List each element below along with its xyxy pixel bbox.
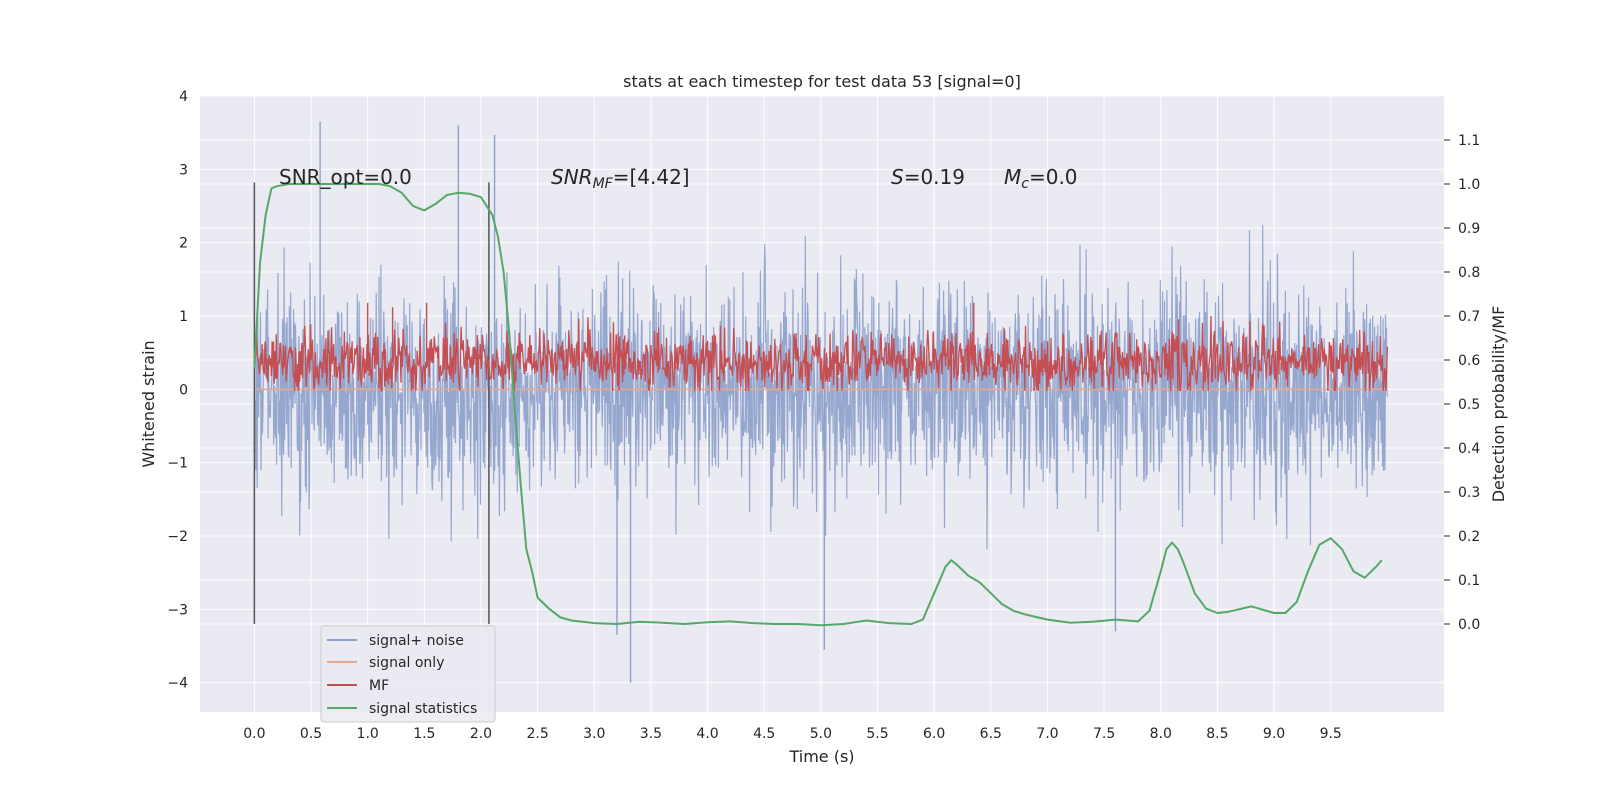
legend-box — [320, 625, 496, 723]
x-tick-label-15: 7.5 — [1093, 726, 1115, 742]
y-tick-label-1: 3 — [179, 162, 188, 178]
y-tick-labels: 4 3 2 1 0 −1 −2 −3 −4 — [167, 89, 188, 692]
annotation-s-value: =0.19 — [904, 165, 965, 189]
annotation-s-base: S — [891, 165, 904, 189]
y-tick-label-6: −2 — [167, 529, 188, 545]
legend: signal+ noise signal only MF signal stat… — [320, 625, 496, 723]
x-tick-label-12: 6.0 — [923, 726, 945, 742]
y2-tick-label-1: 1.0 — [1458, 177, 1480, 193]
chart-title: stats at each timestep for test data 53 … — [623, 72, 1021, 91]
y-tick-label-7: −3 — [167, 602, 188, 618]
annotation-snr-mf-base: SNR — [551, 165, 593, 189]
y-tick-label-8: −4 — [167, 676, 188, 692]
x-tick-label-13: 6.5 — [980, 726, 1002, 742]
x-tick-label-6: 3.0 — [583, 726, 605, 742]
y2-tick-label-7: 0.4 — [1458, 441, 1480, 457]
y2-tick-label-3: 0.8 — [1458, 265, 1480, 281]
x-tick-label-5: 2.5 — [526, 726, 548, 742]
x-tick-label-7: 3.5 — [640, 726, 662, 742]
x-tick-label-9: 4.5 — [753, 726, 775, 742]
legend-label-signal-only: signal only — [369, 655, 444, 671]
signal-noise-line — [253, 224, 1388, 550]
x-tick-label-8: 4.0 — [696, 726, 718, 742]
x-tick-label-0: 0.0 — [243, 726, 265, 742]
annotation-snr-mf-value: =[4.42] — [613, 165, 690, 189]
vertical-markers — [253, 182, 490, 624]
x-tick-label-14: 7.0 — [1036, 726, 1058, 742]
y2-tick-label-2: 0.9 — [1458, 221, 1480, 237]
x-axis-label: Time (s) — [788, 747, 854, 766]
x-tick-label-17: 8.5 — [1206, 726, 1228, 742]
annotation-mc-sub: c — [1021, 176, 1029, 192]
legend-label-noise: signal+ noise — [369, 633, 464, 649]
legend-label-stats: signal statistics — [369, 701, 477, 717]
signal-statistics-line — [253, 183, 1383, 627]
annotation-mc-value: =0.0 — [1029, 165, 1078, 189]
annotation-mc-base: M — [1004, 165, 1021, 189]
x-tick-label-16: 8.0 — [1150, 726, 1172, 742]
x-tick-label-10: 5.0 — [810, 726, 832, 742]
x-tick-label-3: 1.5 — [413, 726, 435, 742]
y2-tick-label-0: 1.1 — [1458, 133, 1480, 149]
annotation-s: S=0.19 — [891, 165, 965, 189]
x-tick-label-18: 9.0 — [1263, 726, 1285, 742]
x-tick-label-1: 0.5 — [300, 726, 322, 742]
mf-line — [253, 315, 1389, 392]
y2-tick-label-11: 0.0 — [1458, 617, 1480, 633]
y2-tick-label-8: 0.3 — [1458, 485, 1480, 501]
y2-tick-labels: 1.1 1.0 0.9 0.8 0.7 0.6 0.5 0.4 0.3 0.2 0.1 0.0 — [1444, 133, 1480, 633]
y2-tick-label-4: 0.7 — [1458, 309, 1480, 325]
x-tick-label-19: 9.5 — [1320, 726, 1342, 742]
signal-statistics-series — [253, 183, 1383, 627]
y-tick-label-5: −1 — [167, 456, 188, 472]
annotation-mc: Mc=0.0 — [1004, 165, 1078, 192]
x-tick-label-11: 5.5 — [866, 726, 888, 742]
y-tick-label-3: 1 — [179, 309, 188, 325]
y2-axis-label: Detection probability/MF — [1489, 306, 1508, 503]
y2-tick-label-9: 0.2 — [1458, 529, 1480, 545]
legend-label-mf: MF — [369, 678, 389, 694]
y2-tick-label-10: 0.1 — [1458, 573, 1480, 589]
mf-series — [253, 302, 1389, 392]
annotation-snr-mf: SNRMF=[4.42] — [551, 165, 690, 192]
x-tick-label-4: 2.0 — [470, 726, 492, 742]
annotation-snr-opt: SNR_opt=0.0 — [279, 165, 412, 189]
annotation-snr-mf-sub: MF — [593, 176, 614, 192]
x-tick-labels: 0.0 0.5 1.0 1.5 2.0 2.5 3.0 3.5 4.0 4.5 5.0 5.5 6.0 6… — [243, 726, 1342, 742]
x-tick-label-2: 1.0 — [357, 726, 379, 742]
y2-tick-label-5: 0.6 — [1458, 353, 1480, 369]
signal-noise-series — [253, 121, 1388, 683]
y-tick-label-0: 4 — [179, 89, 188, 105]
y2-tick-label-6: 0.5 — [1458, 397, 1480, 413]
y-tick-label-4: 0 — [179, 382, 188, 398]
y-tick-label-2: 2 — [179, 236, 188, 252]
y-axis-label: Whitened strain — [139, 340, 158, 467]
